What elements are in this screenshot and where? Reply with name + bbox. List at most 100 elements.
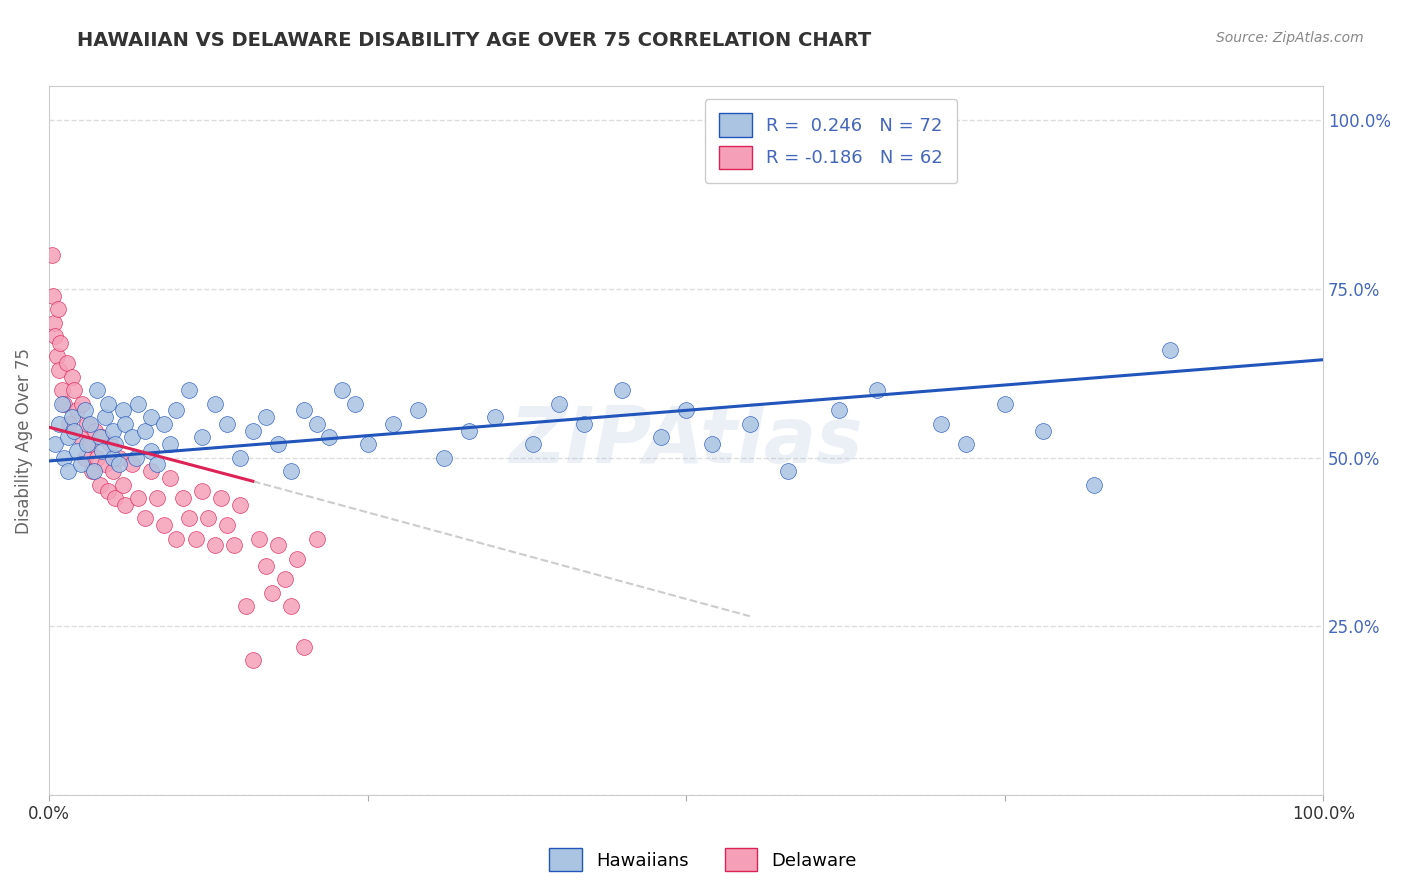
Point	[408, 403, 430, 417]
Point	[79, 417, 101, 431]
Point	[108, 458, 131, 472]
Point	[89, 430, 111, 444]
Point	[44, 329, 66, 343]
Point	[776, 464, 799, 478]
Point	[139, 443, 162, 458]
Point	[197, 511, 219, 525]
Point	[217, 518, 239, 533]
Point	[97, 484, 120, 499]
Point	[179, 383, 201, 397]
Point	[63, 383, 86, 397]
Point	[91, 443, 114, 458]
Point	[287, 551, 309, 566]
Text: HAWAIIAN VS DELAWARE DISABILITY AGE OVER 75 CORRELATION CHART: HAWAIIAN VS DELAWARE DISABILITY AGE OVER…	[77, 31, 872, 50]
Point	[433, 450, 456, 465]
Point	[127, 491, 149, 505]
Point	[60, 410, 83, 425]
Point	[273, 572, 295, 586]
Point	[82, 464, 104, 478]
Point	[204, 396, 226, 410]
Point	[101, 464, 124, 478]
Point	[89, 477, 111, 491]
Point	[382, 417, 405, 431]
Point	[254, 558, 277, 573]
Point	[53, 396, 76, 410]
Point	[111, 477, 134, 491]
Legend: R =  0.246   N = 72, R = -0.186   N = 62: R = 0.246 N = 72, R = -0.186 N = 62	[704, 99, 957, 183]
Point	[49, 335, 72, 350]
Point	[1159, 343, 1181, 357]
Point	[191, 484, 214, 499]
Point	[58, 417, 80, 431]
Point	[69, 458, 91, 472]
Point	[159, 437, 181, 451]
Point	[66, 443, 89, 458]
Point	[127, 396, 149, 410]
Point	[280, 599, 302, 613]
Point	[41, 248, 63, 262]
Point	[56, 464, 79, 478]
Point	[484, 410, 506, 425]
Point	[121, 430, 143, 444]
Point	[70, 396, 93, 410]
Point	[267, 437, 290, 451]
Point	[217, 417, 239, 431]
Point	[94, 410, 117, 425]
Point	[60, 369, 83, 384]
Point	[44, 437, 66, 451]
Point	[305, 417, 328, 431]
Point	[191, 430, 214, 444]
Text: Source: ZipAtlas.com: Source: ZipAtlas.com	[1216, 31, 1364, 45]
Point	[318, 430, 340, 444]
Point	[209, 491, 232, 505]
Point	[56, 430, 79, 444]
Point	[146, 458, 169, 472]
Point	[235, 599, 257, 613]
Point	[108, 450, 131, 465]
Point	[104, 437, 127, 451]
Point	[165, 403, 187, 417]
Point	[828, 403, 851, 417]
Point	[955, 437, 977, 451]
Point	[134, 424, 156, 438]
Point	[76, 437, 98, 451]
Point	[267, 538, 290, 552]
Point	[738, 417, 761, 431]
Point	[83, 464, 105, 478]
Point	[305, 532, 328, 546]
Point	[124, 450, 146, 465]
Point	[929, 417, 952, 431]
Point	[97, 396, 120, 410]
Point	[42, 288, 65, 302]
Point	[165, 532, 187, 546]
Point	[292, 403, 315, 417]
Point	[79, 437, 101, 451]
Point	[229, 450, 252, 465]
Point	[866, 383, 889, 397]
Point	[229, 498, 252, 512]
Point	[139, 410, 162, 425]
Point	[104, 491, 127, 505]
Point	[650, 430, 672, 444]
Point	[1083, 477, 1105, 491]
Point	[63, 424, 86, 438]
Point	[247, 532, 270, 546]
Point	[280, 464, 302, 478]
Point	[83, 424, 105, 438]
Point	[134, 511, 156, 525]
Point	[98, 437, 121, 451]
Point	[69, 430, 91, 444]
Point	[612, 383, 634, 397]
Point	[86, 450, 108, 465]
Point	[48, 363, 70, 377]
Point	[254, 410, 277, 425]
Point	[242, 653, 264, 667]
Legend: Hawaiians, Delaware: Hawaiians, Delaware	[541, 841, 865, 879]
Point	[458, 424, 481, 438]
Point	[179, 511, 201, 525]
Point	[76, 417, 98, 431]
Point	[51, 396, 73, 410]
Y-axis label: Disability Age Over 75: Disability Age Over 75	[15, 348, 32, 533]
Point	[45, 349, 67, 363]
Point	[42, 316, 65, 330]
